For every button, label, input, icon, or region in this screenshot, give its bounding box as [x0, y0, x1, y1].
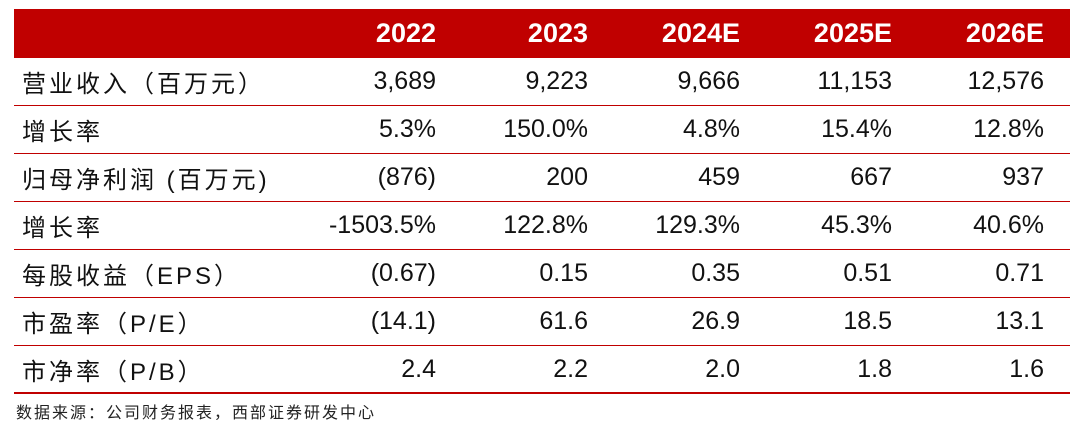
table-cell: 11,153: [817, 67, 892, 95]
header-year-2023: 2023: [527, 18, 588, 48]
table-cell: 122.8%: [503, 211, 588, 239]
table-row-eps: 每股收益（EPS） (0.67) 0.15 0.35 0.51 0.71: [14, 250, 1070, 298]
row-label: 增长率: [22, 119, 103, 146]
table-cell: 9,223: [525, 67, 588, 95]
table-cell: 459: [698, 163, 740, 191]
table-cell: 61.6: [539, 307, 588, 335]
row-label: 归母净利润 (百万元): [22, 167, 270, 194]
table-cell: 937: [1002, 163, 1044, 191]
header-year-2026e: 2026E: [965, 18, 1044, 48]
table-cell: 1.6: [1009, 354, 1044, 383]
financial-forecast-table: 2022 2023 2024E 2025E 2026E 营业收入（百万元） 3,…: [14, 9, 1070, 394]
table-cell: 26.9: [691, 307, 740, 335]
table-header-row: 2022 2023 2024E 2025E 2026E: [14, 9, 1070, 58]
table-cell: 13.1: [995, 307, 1044, 335]
table-row-pb: 市净率（P/B） 2.4 2.2 2.0 1.8 1.6: [14, 346, 1070, 394]
table-cell: 1.8: [857, 354, 892, 383]
table-cell: 0.35: [691, 259, 740, 287]
header-year-2024e: 2024E: [661, 18, 740, 48]
table-cell: 9,666: [677, 67, 740, 95]
table-row-net-profit: 归母净利润 (百万元) (876) 200 459 667 937: [14, 154, 1070, 202]
table-cell: 0.71: [995, 259, 1044, 287]
table-cell: 2.2: [553, 354, 588, 383]
table-cell: 0.51: [843, 259, 892, 287]
table-cell: 18.5: [843, 307, 892, 335]
table-cell: 15.4%: [821, 115, 892, 143]
table-cell: 129.3%: [655, 211, 740, 239]
table-cell: 40.6%: [973, 211, 1044, 239]
table-cell: 3,689: [373, 67, 436, 95]
header-year-2022: 2022: [375, 18, 436, 48]
table-cell: (0.67): [370, 259, 436, 287]
table-row-pe: 市盈率（P/E） (14.1) 61.6 26.9 18.5 13.1: [14, 298, 1070, 346]
row-label: 每股收益（EPS）: [22, 263, 242, 290]
row-label: 市盈率（P/E）: [22, 311, 205, 338]
table-cell: 2.4: [401, 354, 436, 383]
table-cell: 200: [546, 163, 588, 191]
table-cell: 12.8%: [973, 115, 1044, 143]
row-label: 营业收入（百万元）: [22, 71, 265, 98]
header-year-2025e: 2025E: [813, 18, 892, 48]
table-cell: (14.1): [370, 307, 436, 335]
table-cell: 2.0: [705, 354, 740, 383]
table-cell: 4.8%: [683, 115, 740, 143]
table-cell: (876): [377, 163, 436, 191]
table-cell: 12,576: [967, 67, 1044, 95]
table-row-revenue-growth: 增长率 5.3% 150.0% 4.8% 15.4% 12.8%: [14, 106, 1070, 154]
table-cell: -1503.5%: [328, 211, 436, 239]
table-cell: 0.15: [539, 259, 588, 287]
table-cell: 5.3%: [379, 115, 436, 143]
row-label: 增长率: [22, 215, 103, 242]
table-cell: 45.3%: [821, 211, 892, 239]
table-row-revenue: 营业收入（百万元） 3,689 9,223 9,666 11,153 12,57…: [14, 58, 1070, 106]
source-note: 数据来源：公司财务报表，西部证券研发中心: [16, 405, 377, 422]
row-label: 市净率（P/B）: [22, 358, 205, 386]
table-row-profit-growth: 增长率 -1503.5% 122.8% 129.3% 45.3% 40.6%: [14, 202, 1070, 250]
table-cell: 150.0%: [503, 115, 588, 143]
table-cell: 667: [850, 163, 892, 191]
